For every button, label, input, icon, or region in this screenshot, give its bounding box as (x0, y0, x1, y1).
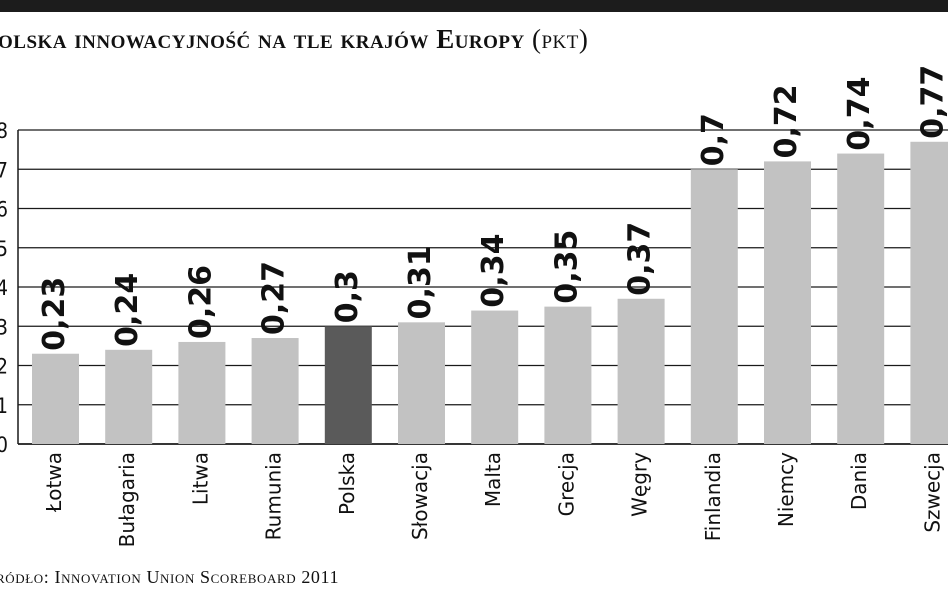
category-label: Malta (481, 452, 505, 507)
y-tick-label: 0 (0, 433, 8, 457)
category-label: Finlandia (701, 452, 725, 541)
category-label: Dania (847, 452, 871, 510)
y-tick-label: 8 (0, 119, 8, 143)
bar-value-label: 0,7 (696, 113, 731, 166)
bar-value-label: 0,34 (476, 234, 511, 308)
category-label: Rumunia (262, 452, 286, 540)
bar-szwecja (910, 141, 948, 444)
bar-litwa (178, 341, 226, 444)
bar-dania (837, 153, 885, 445)
category-label: Niemcy (774, 452, 798, 527)
top-bar (0, 0, 948, 12)
bar-value-label: 0,27 (257, 261, 292, 335)
category-label: Słowacja (408, 452, 432, 540)
bar-value-label: 0,35 (549, 230, 584, 304)
y-tick-label: 5 (0, 237, 8, 261)
bar-bułagaria (105, 349, 153, 444)
y-tick-label: 2 (0, 355, 8, 379)
y-tick-label: 6 (0, 198, 8, 222)
category-label: Węgry (628, 452, 652, 517)
bar-value-label: 0,72 (769, 84, 804, 158)
y-tick-label: 1 (0, 394, 8, 418)
category-label: Grecja (554, 452, 578, 516)
bar-value-label: 0,77 (915, 65, 948, 139)
category-label: Polska (335, 452, 359, 515)
bar-słowacja (398, 322, 445, 444)
bar-value-label: 0,31 (403, 245, 438, 319)
y-tick-label: 4 (0, 276, 8, 300)
bar-węgry (617, 298, 665, 444)
chart-unit: (pkt) (532, 24, 589, 54)
bar-value-label: 0,3 (330, 270, 365, 323)
bar-rumunia (251, 338, 299, 444)
bar-malta (471, 310, 519, 444)
category-label: Szwecja (920, 452, 944, 533)
category-label: Łotwa (42, 452, 66, 513)
bar-value-label: 0,24 (110, 273, 145, 347)
category-label: Bułagaria (115, 452, 139, 547)
bar-grecja (544, 306, 592, 444)
bar-finlandia (690, 169, 738, 444)
bar-value-label: 0,23 (37, 277, 72, 351)
chart-title-text: olska innowacyjność na tle krajów Europy (0, 24, 525, 54)
bar-polska (324, 326, 372, 444)
bar-niemcy (764, 161, 811, 444)
y-tick-label: 7 (0, 158, 8, 182)
bar-chart: 0 1 2 3 4 5 6 7 8 0,23 Łotwa 0,24 Bułagaria 0,26 Litwa… (0, 65, 948, 547)
y-tick-label: 3 (0, 315, 8, 339)
bar-łotwa (32, 353, 79, 444)
bar-value-label: 0,26 (183, 265, 218, 339)
chart-title: olska innowacyjność na tle krajów Europy… (0, 24, 588, 55)
bar-value-label: 0,37 (623, 222, 658, 296)
bar-value-label: 0,74 (842, 77, 877, 151)
source-note: ródło: Innovation Union Scoreboard 2011 (0, 567, 340, 587)
category-label: Litwa (188, 452, 212, 505)
